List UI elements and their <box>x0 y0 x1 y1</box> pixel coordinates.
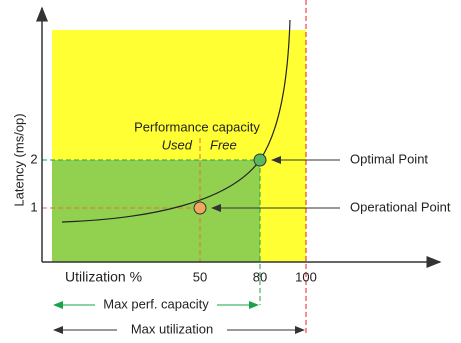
free-label: Free <box>210 137 237 152</box>
optimal-point <box>253 153 267 167</box>
max-perf-label: Max perf. capacity <box>103 296 209 311</box>
max-util-label: Max utilization <box>131 321 213 336</box>
x-tick-label: 100 <box>295 269 317 284</box>
y-tick-label: 2 <box>30 151 37 166</box>
optimal-point-label: Optimal Point <box>350 151 428 166</box>
operational-point-label: Operational Point <box>350 199 451 214</box>
y-tick-label: 1 <box>30 199 37 214</box>
operational-point <box>193 201 207 215</box>
used-region <box>52 160 260 262</box>
label-bg <box>95 296 217 314</box>
x-tick-label: 80 <box>253 269 267 284</box>
x-tick-label: 50 <box>193 269 207 284</box>
performance-capacity-label: Performance capacity <box>134 119 260 134</box>
label-bg <box>117 321 227 339</box>
y-axis-label: Latency (ms/op) <box>11 113 26 206</box>
used-label: Used <box>162 137 193 152</box>
x-axis-label: Utilization % <box>65 269 142 285</box>
